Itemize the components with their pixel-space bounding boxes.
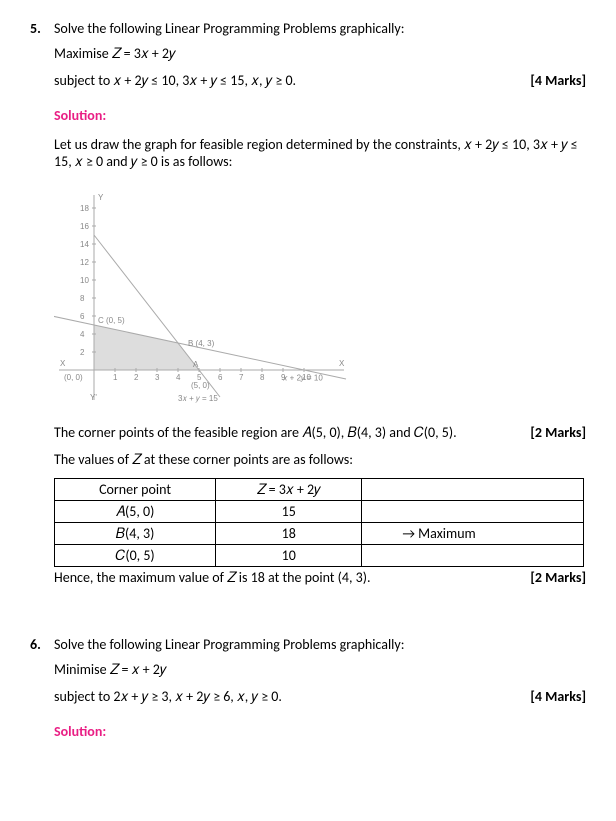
x-axis-label: X xyxy=(339,359,345,368)
svg-text:1: 1 xyxy=(113,373,118,382)
cell: 15 xyxy=(216,501,362,523)
svg-text:18: 18 xyxy=(80,204,89,213)
q5-values-intro: The values of 𝑍 at these corner points a… xyxy=(54,451,586,468)
point-a-label: A xyxy=(193,360,199,369)
svg-text:4: 4 xyxy=(80,330,85,339)
q6-subject: subject to 2𝑥 + 𝑦 ≥ 3, 𝑥 + 2𝑦 ≥ 6, 𝑥, 𝑦 … xyxy=(54,688,282,705)
equation-1-label: 𝑥 + 2𝑦 = 10 xyxy=(283,374,323,383)
q6-prompt-row: 6. Solve the following Linear Programmin… xyxy=(30,636,586,653)
cell: 𝐶(0, 5) xyxy=(55,545,216,567)
q5-conclusion-row: Hence, the maximum value of 𝑍 is 18 at t… xyxy=(54,569,586,586)
q5-graph: 12345678910 24681012141618 X Y Y' X (0, … xyxy=(54,190,354,410)
equation-2-label: 3𝑥 + 𝑦 = 15 xyxy=(178,394,218,403)
th-note xyxy=(362,479,584,501)
svg-text:4: 4 xyxy=(176,373,181,382)
point-b-label: B (4, 3) xyxy=(188,339,215,348)
svg-text:6: 6 xyxy=(80,312,85,321)
q5-solution-label: Solution: xyxy=(54,107,586,124)
q6-marks: [4 Marks] xyxy=(530,688,586,705)
svg-text:8: 8 xyxy=(260,373,265,382)
q5-max: Maximise 𝑍 = 3𝑥 + 2𝑦 xyxy=(54,45,586,62)
svg-text:16: 16 xyxy=(80,222,89,231)
svg-text:10: 10 xyxy=(80,276,89,285)
cell xyxy=(362,501,584,523)
table-row: 𝐶(0, 5) 10 xyxy=(55,545,584,567)
q5-conclusion: Hence, the maximum value of 𝑍 is 18 at t… xyxy=(54,569,371,586)
th-corner: Corner point xyxy=(55,479,216,501)
q5-marks-3: [2 Marks] xyxy=(530,569,586,586)
feasible-region xyxy=(94,325,199,370)
q5-corner-text: The corner points of the feasible region… xyxy=(54,424,457,441)
point-a-coords: (5, 0) xyxy=(191,381,210,390)
table-row: 𝐵(4, 3) 18 → Maximum xyxy=(55,523,584,545)
q5-corner-row: The corner points of the feasible region… xyxy=(54,424,586,441)
q5-marks: [4 Marks] xyxy=(530,72,586,89)
svg-text:7: 7 xyxy=(239,373,244,382)
y-prime-label: Y' xyxy=(90,393,97,402)
cell xyxy=(362,545,584,567)
cell: 18 xyxy=(216,523,362,545)
th-z: 𝑍 = 3𝑥 + 2𝑦 xyxy=(216,479,362,501)
table-header-row: Corner point 𝑍 = 3𝑥 + 2𝑦 xyxy=(55,479,584,501)
y-axis-label: Y xyxy=(98,193,104,202)
svg-text:14: 14 xyxy=(80,240,89,249)
q5-table: Corner point 𝑍 = 3𝑥 + 2𝑦 𝐴(5, 0) 15 𝐵(4,… xyxy=(54,478,584,567)
q5-intro: Let us draw the graph for feasible regio… xyxy=(54,136,586,170)
svg-text:8: 8 xyxy=(80,294,85,303)
svg-text:12: 12 xyxy=(80,258,89,267)
q5-marks-2: [2 Marks] xyxy=(530,424,586,441)
cell: 𝐴(5, 0) xyxy=(55,501,216,523)
cell: 𝐵(4, 3) xyxy=(55,523,216,545)
q5-prompt-row: 5. Solve the following Linear Programmin… xyxy=(30,20,586,37)
svg-text:2: 2 xyxy=(80,348,85,357)
cell: → Maximum xyxy=(362,523,584,545)
table-row: 𝐴(5, 0) 15 xyxy=(55,501,584,523)
q6-solution-label: Solution: xyxy=(54,723,586,740)
svg-text:2: 2 xyxy=(134,373,139,382)
q5-number: 5. xyxy=(30,20,54,37)
svg-text:3: 3 xyxy=(155,373,160,382)
question-6: 6. Solve the following Linear Programmin… xyxy=(30,636,586,740)
svg-text:6: 6 xyxy=(218,373,223,382)
question-5: 5. Solve the following Linear Programmin… xyxy=(30,20,586,586)
origin-label: (0, 0) xyxy=(64,373,83,382)
cell: 10 xyxy=(216,545,362,567)
x-left-arrow-label: X xyxy=(60,359,66,368)
q5-subject: subject to 𝑥 + 2𝑦 ≤ 10, 3𝑥 + 𝑦 ≤ 15, 𝑥, … xyxy=(54,72,296,89)
q5-subject-row: subject to 𝑥 + 2𝑦 ≤ 10, 3𝑥 + 𝑦 ≤ 15, 𝑥, … xyxy=(54,72,586,89)
q6-prompt: Solve the following Linear Programming P… xyxy=(54,636,586,653)
q6-min: Minimise 𝑍 = 𝑥 + 2𝑦 xyxy=(54,661,586,678)
point-c-label: C (0, 5) xyxy=(98,316,125,325)
q6-number: 6. xyxy=(30,636,54,653)
q5-prompt: Solve the following Linear Programming P… xyxy=(54,20,586,37)
q6-subject-row: subject to 2𝑥 + 𝑦 ≥ 3, 𝑥 + 2𝑦 ≥ 6, 𝑥, 𝑦 … xyxy=(54,688,586,705)
